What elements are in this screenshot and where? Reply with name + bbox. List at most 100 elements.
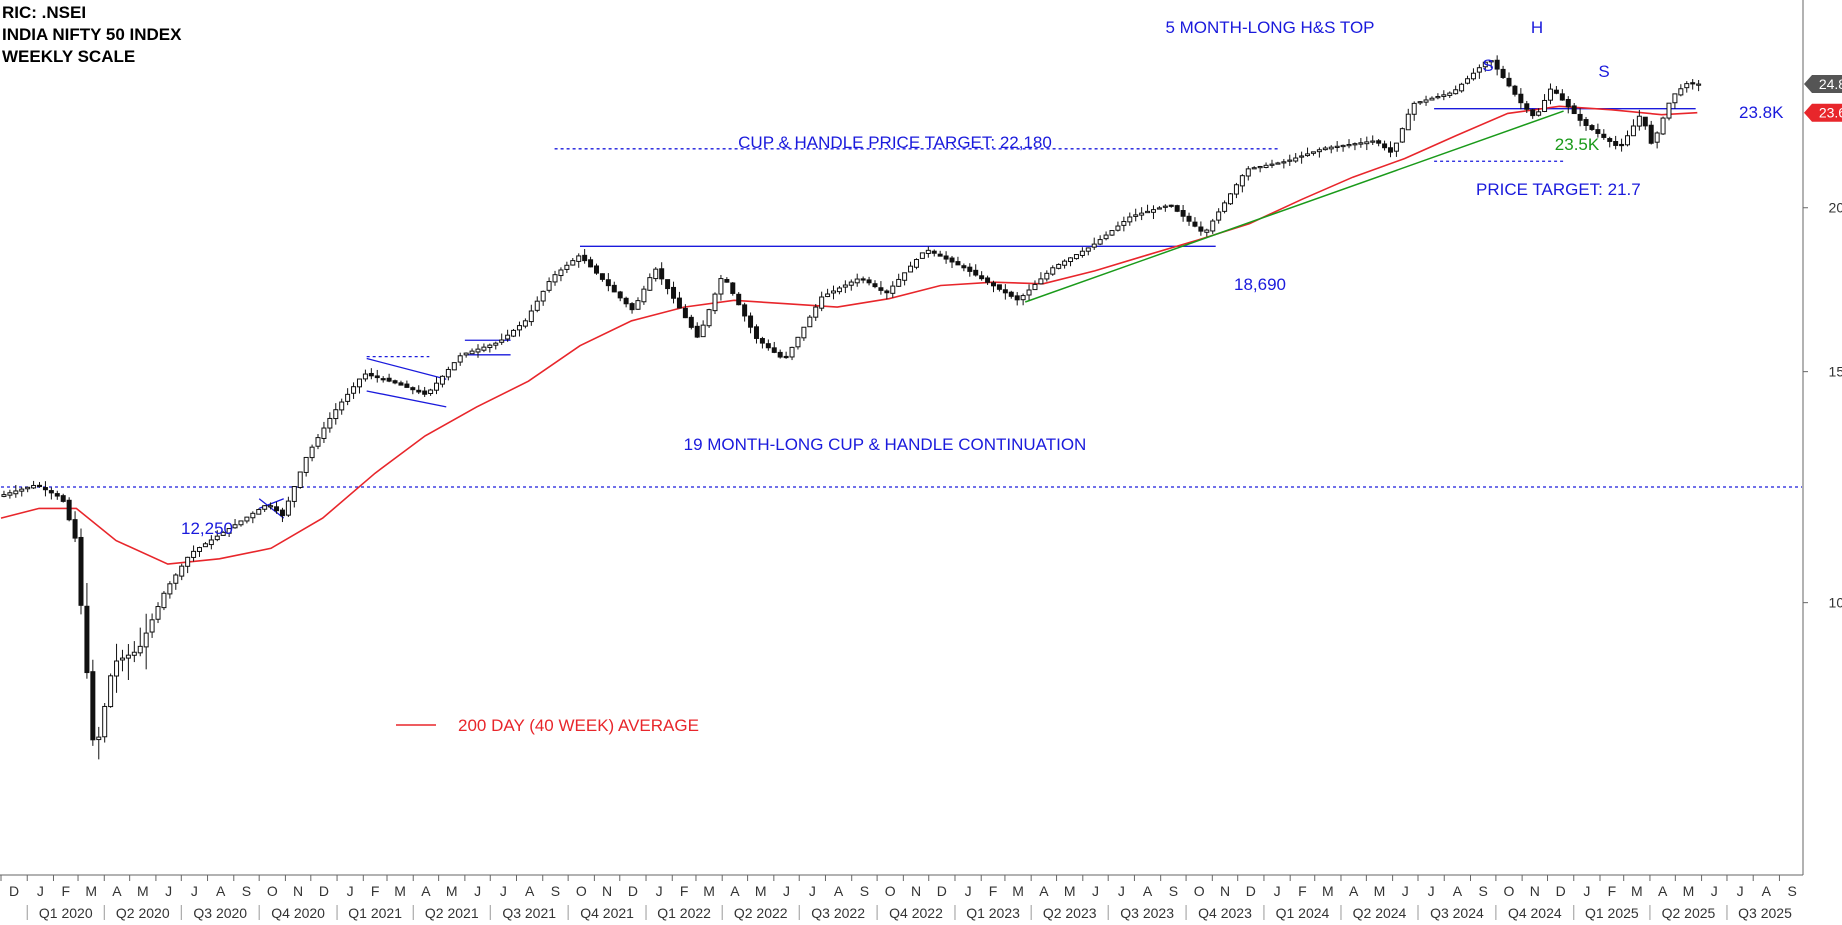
candle-body-90 [534,300,540,311]
candle-body-225 [1334,145,1340,148]
candle-body-268 [1589,125,1595,130]
candle-body-246 [1459,83,1465,92]
month-tick-label-48: D [1246,883,1256,899]
month-tick-label-13: J [347,883,354,899]
quarter-tick-label-17: Q2 2024 [1353,905,1407,921]
candle-body-204 [1210,220,1216,232]
candle-body-98 [582,254,588,262]
candle-body-185 [1097,239,1103,245]
candle-body-177 [1050,267,1056,275]
candle-body-58 [345,393,351,402]
candle-body-11 [66,499,72,521]
candle-body-258 [1530,109,1536,117]
candle-body-179 [1062,260,1068,266]
moving-average [0,105,1698,565]
candle-body-192 [1139,212,1145,216]
candle-body-10 [60,495,66,502]
candle-body-38 [226,528,232,534]
quarter-tick-label-15: Q4 2023 [1198,905,1252,921]
candle-body-81 [481,346,487,351]
candle-body-15 [90,671,96,741]
candle-body-198 [1174,205,1180,212]
candle-body-142 [842,284,848,288]
candle-body-49 [291,486,297,502]
month-tick-label-24: D [628,883,638,899]
candle-body-248 [1470,72,1476,80]
candle-body-89 [528,310,534,323]
candle-body-224 [1328,146,1334,150]
last-ma-badge-shape [1804,103,1842,122]
candle-body-183 [1085,247,1091,252]
candle-body-230 [1364,141,1370,145]
candle-body-50 [297,471,303,488]
month-tick-label-68: A [1762,883,1772,899]
candle-body-261 [1547,88,1553,101]
candle-body-56 [333,409,339,420]
ma-line [0,105,1698,565]
candle-body-80 [475,348,481,353]
cup-handle-label: 19 MONTH-LONG CUP & HANDLE CONTINUATION [684,435,1087,454]
candle-body-262 [1553,89,1559,94]
candle-body-239 [1417,101,1423,104]
month-tick-label-19: J [500,883,507,899]
candle-body-166 [985,277,991,283]
month-tick-label-55: J [1428,883,1435,899]
quarter-tick-label-18: Q3 2024 [1430,905,1484,921]
candle-body-195 [1156,207,1162,210]
month-tick-label-69: S [1787,883,1796,899]
month-tick-label-17: M [446,883,458,899]
month-tick-label-35: N [911,883,921,899]
candle-body-35 [208,539,214,546]
candle-body-73 [434,382,440,391]
candle-body-169 [1002,289,1008,294]
candle-body-167 [990,282,996,287]
candle-body-173 [1026,289,1032,296]
last-price-badge-shape [1804,75,1842,94]
candle-body-242 [1435,96,1441,99]
candle-body-226 [1340,144,1346,148]
candle-body-131 [777,351,783,358]
month-tick-label-36: D [937,883,947,899]
candle-body-255 [1512,85,1518,95]
candle-body-279 [1654,132,1660,143]
month-tick-label-52: A [1349,883,1359,899]
candle-body-32 [191,550,197,558]
month-tick-label-59: N [1530,883,1540,899]
level-12250-label: 12,250 [181,519,233,538]
month-tick-label-5: M [137,883,149,899]
candle-body-36 [214,535,220,541]
candle-body-13 [78,536,84,606]
candle-body-126 [748,315,754,328]
month-tick-label-14: F [371,883,380,899]
candle-body-70 [416,389,422,393]
candle-body-273 [1619,143,1625,147]
scale-label: WEEKLY SCALE [2,47,136,66]
candle-body-278 [1648,124,1654,144]
candle-body-218 [1293,157,1299,162]
candle-body-52 [309,446,315,459]
candle-body-63 [374,375,380,379]
price-target-label: PRICE TARGET: 21.7 [1476,180,1641,199]
candle-body-277 [1642,116,1648,127]
quarter-tick-label-1: Q2 2020 [116,905,170,921]
candle-body-12 [72,519,78,539]
month-tick-label-53: M [1374,883,1386,899]
month-tick-label-56: A [1453,883,1463,899]
quarter-tick-label-21: Q2 2025 [1662,905,1716,921]
month-tick-label-12: D [319,883,329,899]
candle-body-117 [694,325,700,338]
candle-body-155 [919,252,925,259]
candle-body-1 [7,492,13,496]
month-tick-label-46: O [1194,883,1205,899]
candle-body-130 [771,347,777,353]
month-tick-label-29: M [755,883,767,899]
pattern-line-3 [258,498,285,519]
candle-body-210 [1245,168,1251,177]
candle-body-188 [1115,225,1121,231]
month-tick-label-61: J [1583,883,1590,899]
candle-body-271 [1607,138,1613,142]
month-tick-label-64: A [1658,883,1668,899]
candle-body-215 [1275,162,1281,165]
candle-body-141 [836,287,842,293]
